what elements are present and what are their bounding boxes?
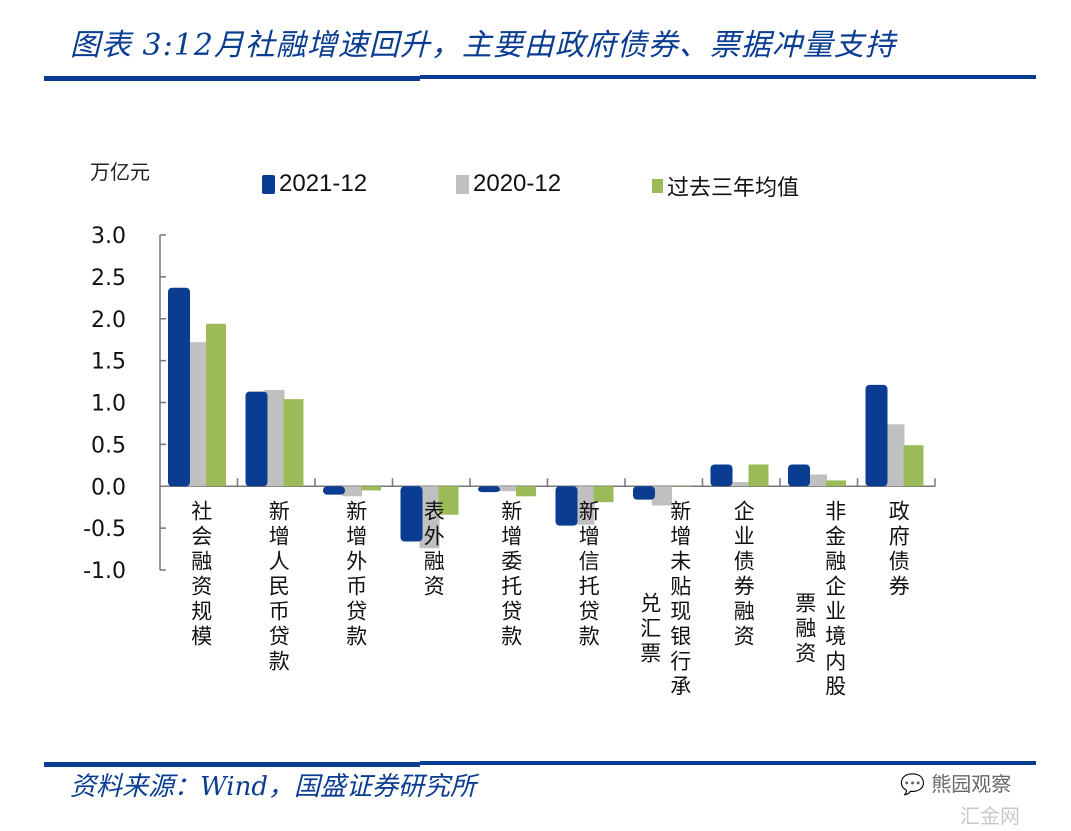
x-category-label: 新增人民币贷款 [266, 500, 291, 675]
x-category-label: 新增外币贷款 [343, 500, 368, 650]
source-note: 资料来源：Wind，国盛证券研究所 [70, 772, 476, 802]
watermark-secondary: 汇金网 [960, 804, 1020, 828]
legend-swatch-avg [652, 179, 663, 193]
y-tick-label: -1.0 [83, 559, 126, 584]
legend-label-avg: 过去三年均值 [667, 176, 800, 201]
bar-avg [826, 480, 846, 487]
y-tick-label: 1.5 [91, 350, 126, 375]
title-rule [420, 75, 1036, 79]
watermark: 💬 熊园观察 [900, 768, 1011, 797]
bar-2020 [729, 482, 750, 487]
y-tick-label: 2.0 [91, 308, 126, 333]
x-category-label: 新增未贴现银行承 [667, 500, 692, 700]
bar-avg [516, 486, 536, 497]
bar-avg [206, 323, 226, 487]
bar-2021 [633, 486, 655, 500]
title-rule [44, 76, 420, 81]
bar-2021 [400, 486, 423, 542]
bar-2020 [419, 486, 440, 549]
x-category-label: 票融资 [792, 592, 817, 667]
bar-2020 [652, 486, 672, 506]
y-tick-label: -0.5 [83, 517, 126, 542]
x-category-label: 新增委托贷款 [498, 500, 523, 650]
bar-2020 [342, 486, 362, 497]
legend-swatch-2020 [456, 174, 469, 194]
bar-2021 [788, 464, 810, 487]
legend-label-2021: 2021-12 [279, 170, 368, 197]
bar-2020 [497, 486, 517, 492]
bar-2020 [187, 342, 207, 487]
bar-avg [283, 399, 304, 487]
y-tick-label: 3.0 [91, 224, 126, 249]
bar-avg [671, 486, 691, 487]
bar-2021 [168, 287, 190, 487]
bar-2021 [323, 486, 345, 495]
source-rule [44, 762, 420, 767]
bar-2021 [478, 486, 500, 493]
bar-2021 [245, 391, 268, 487]
y-tick-label: 2.5 [91, 266, 126, 291]
x-category-label: 兑汇票 [637, 592, 662, 667]
bar-avg [748, 464, 769, 487]
legend-label-2020: 2020-12 [473, 170, 562, 197]
legend-item-2020: 2020-12 [456, 170, 561, 198]
x-category-label: 新增信托贷款 [576, 500, 601, 650]
bar-avg [361, 486, 381, 491]
bar-2020 [807, 474, 827, 487]
bar-2021 [710, 464, 733, 487]
y-tick-label: 0.0 [91, 475, 126, 500]
y-axis-unit: 万亿元 [90, 160, 150, 184]
legend-swatch-2021 [262, 174, 275, 194]
chart-title: 图表 3:12月社融增速回升，主要由政府债券、票据冲量支持 [70, 28, 896, 63]
x-category-label: 表外融资 [421, 500, 446, 600]
watermark-text: 熊园观察 [931, 772, 1012, 796]
bar-avg [903, 445, 924, 487]
x-category-label: 企业债券融资 [731, 500, 756, 650]
y-tick-label: 1.0 [91, 392, 126, 417]
bar-2020 [574, 486, 595, 525]
wechat-icon: 💬 [900, 772, 925, 796]
x-category-label: 非金融企业境内股 [822, 500, 847, 700]
bar-2021 [865, 384, 888, 487]
bar-2020 [264, 389, 285, 487]
x-category-label: 政府债券 [886, 500, 911, 600]
bar-avg [438, 486, 459, 515]
legend-item-avg: 过去三年均值 [652, 170, 799, 202]
source-rule [420, 761, 1036, 765]
bar-2020 [884, 424, 905, 487]
x-category-label: 社会融资规模 [188, 500, 213, 650]
bar-2021 [555, 486, 578, 526]
y-tick-label: 0.5 [91, 433, 126, 458]
bar-avg [593, 486, 614, 503]
legend-item-2021: 2021-12 [262, 170, 367, 198]
